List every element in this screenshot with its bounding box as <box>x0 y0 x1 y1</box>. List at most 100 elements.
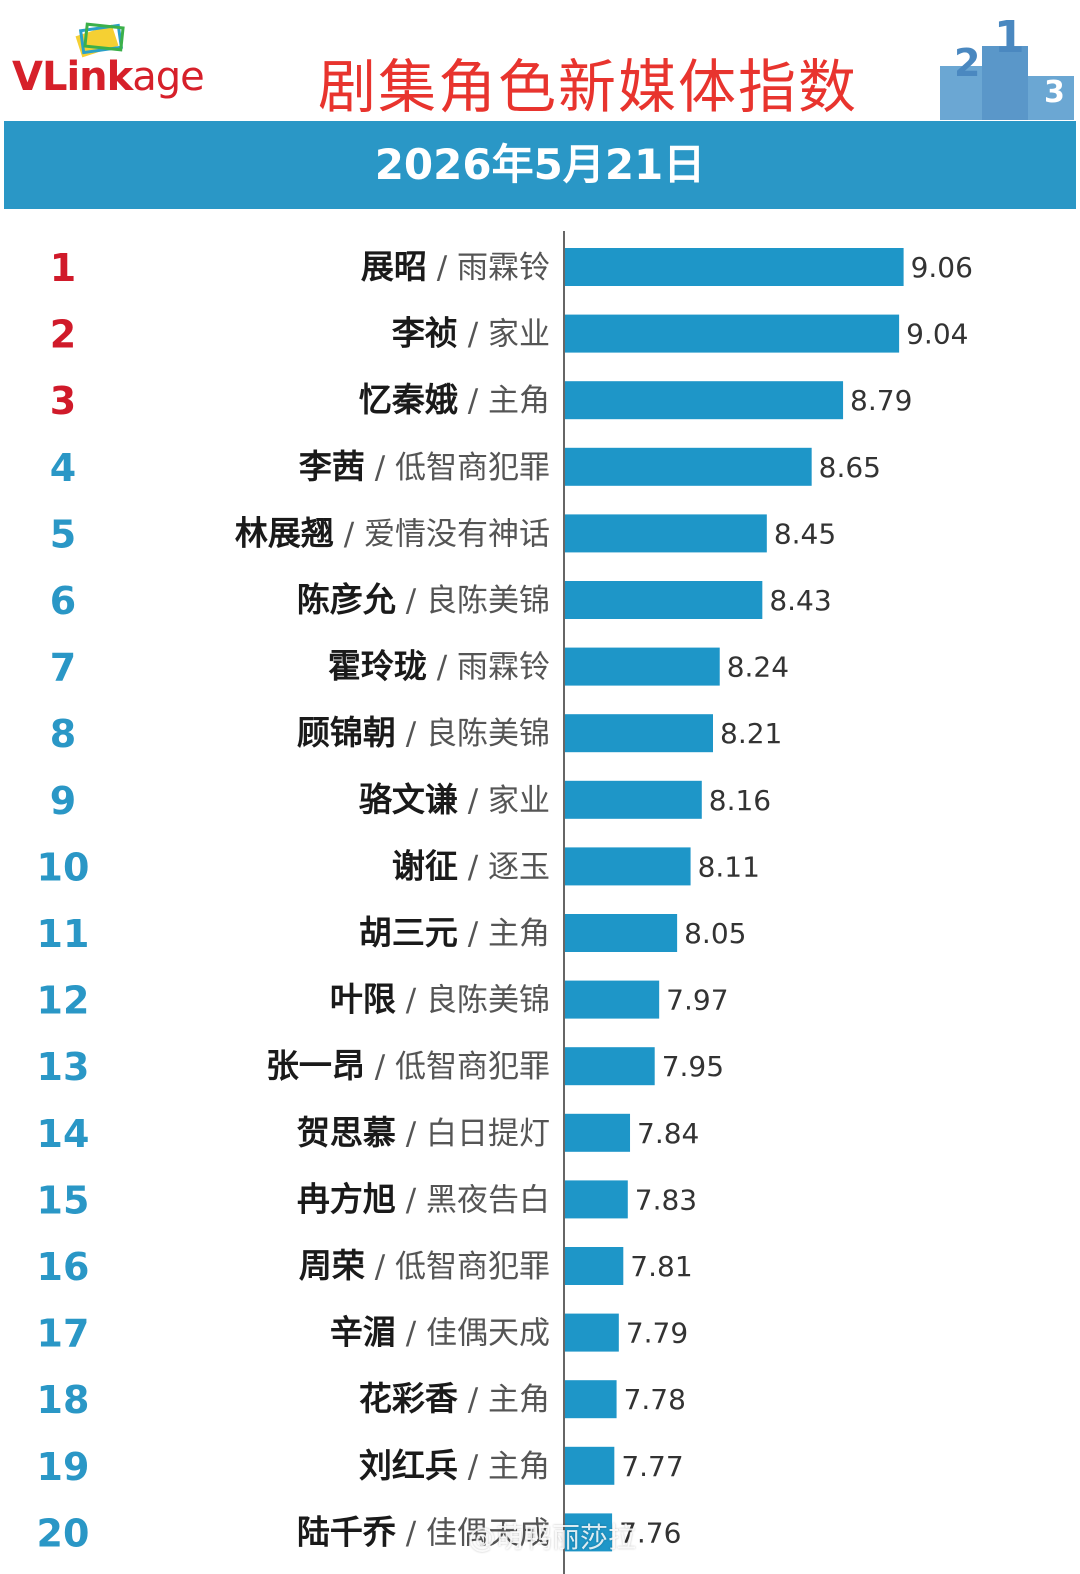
role-separator: / <box>458 849 488 885</box>
role-name: 花彩香 <box>359 1379 458 1418</box>
page-title: 剧集角色新媒体指数 <box>318 53 859 121</box>
value-label: 8.11 <box>698 850 760 883</box>
chart-row: 5 林展翘 / 爱情没有神话 8.45 <box>50 512 836 556</box>
role-label: 李祯 / 家业 <box>392 314 550 353</box>
role-separator: / <box>365 1249 395 1285</box>
chart-row: 17 辛湄 / 佳偶天成 7.79 <box>37 1312 689 1356</box>
drama-name: 主角 <box>488 1449 550 1485</box>
role-separator: / <box>396 1515 426 1551</box>
value-label: 7.77 <box>621 1450 683 1483</box>
role-name: 辛湄 <box>330 1313 396 1352</box>
date-label: 2026年5月21日 <box>374 140 706 189</box>
chart-row: 12 叶限 / 良陈美锦 7.97 <box>37 979 729 1023</box>
value-bar <box>565 847 691 886</box>
role-name: 霍玲珑 <box>328 647 427 686</box>
drama-name: 黑夜告白 <box>426 1182 550 1218</box>
date-band: 2026年5月21日 <box>4 121 1076 209</box>
drama-name: 良陈美锦 <box>426 583 550 619</box>
role-separator: / <box>427 250 457 286</box>
drama-name: 佳偶天成 <box>426 1316 550 1352</box>
role-separator: / <box>458 317 488 353</box>
role-label: 谢征 / 逐玉 <box>392 846 550 885</box>
role-separator: / <box>396 1182 426 1218</box>
role-name: 忆秦娥 <box>359 380 458 419</box>
value-label: 8.79 <box>850 384 912 417</box>
drama-name: 家业 <box>488 783 550 819</box>
role-separator: / <box>396 983 426 1019</box>
role-label: 陆千乔 / 佳偶天成 <box>297 1512 550 1551</box>
svg-text:1: 1 <box>994 18 1025 63</box>
svg-text:2: 2 <box>954 41 980 85</box>
drama-name: 家业 <box>488 317 550 353</box>
role-name: 谢征 <box>392 846 458 885</box>
role-label: 霍玲珑 / 雨霖铃 <box>328 647 550 686</box>
role-label: 展昭 / 雨霖铃 <box>361 247 550 286</box>
chart-row: 19 刘红兵 / 主角 7.77 <box>37 1445 684 1489</box>
role-name: 叶限 <box>330 980 396 1019</box>
rank-label: 18 <box>37 1378 90 1422</box>
role-name: 林展翘 <box>235 513 334 552</box>
value-bar <box>565 914 678 952</box>
rank-label: 20 <box>37 1511 90 1555</box>
role-separator: / <box>458 383 488 419</box>
value-label: 8.16 <box>709 784 771 817</box>
role-separator: / <box>396 1316 426 1352</box>
role-name: 冉方旭 <box>297 1179 396 1218</box>
role-separator: / <box>427 650 457 686</box>
drama-name: 良陈美锦 <box>426 716 550 752</box>
drama-name: 主角 <box>488 916 550 952</box>
value-label: 7.79 <box>626 1317 688 1350</box>
header: VLinkage 剧集角色新媒体指数 2 1 3 <box>0 0 1080 121</box>
value-label: 7.78 <box>624 1383 686 1416</box>
value-label: 8.24 <box>727 651 789 684</box>
chart-row: 4 李茜 / 低智商犯罪 8.65 <box>50 446 881 490</box>
value-label: 8.45 <box>774 517 836 550</box>
watermark: @萌鸭丽莎拉 <box>468 1521 637 1554</box>
rank-label: 13 <box>37 1045 90 1089</box>
role-label: 叶限 / 良陈美锦 <box>330 980 550 1019</box>
chart-row: 18 花彩香 / 主角 7.78 <box>37 1378 686 1422</box>
value-bar <box>565 581 763 619</box>
rank-label: 8 <box>50 712 76 756</box>
rank-label: 4 <box>50 446 76 490</box>
role-separator: / <box>458 783 488 819</box>
role-label: 忆秦娥 / 主角 <box>359 380 550 419</box>
role-name: 展昭 <box>361 247 427 286</box>
chart-row: 11 胡三元 / 主角 8.05 <box>37 912 747 956</box>
drama-name: 白日提灯 <box>426 1116 550 1152</box>
role-name: 李祯 <box>392 314 458 353</box>
chart-row: 10 谢征 / 逐玉 8.11 <box>37 845 760 889</box>
value-label: 8.65 <box>819 451 881 484</box>
chart-row: 16 周荣 / 低智商犯罪 7.81 <box>37 1245 693 1289</box>
rank-label: 6 <box>50 579 76 623</box>
role-label: 贺思慕 / 白日提灯 <box>297 1113 550 1152</box>
role-label: 林展翘 / 爱情没有神话 <box>235 513 550 552</box>
chart-row: 8 顾锦朝 / 良陈美锦 8.21 <box>50 712 783 756</box>
role-name: 骆文谦 <box>359 780 458 819</box>
value-bar <box>565 1380 617 1419</box>
role-label: 顾锦朝 / 良陈美锦 <box>297 713 550 752</box>
rank-label: 7 <box>50 646 76 690</box>
chart-row: 9 骆文谦 / 家业 8.16 <box>50 779 771 823</box>
drama-name: 雨霖铃 <box>457 650 550 686</box>
drama-name: 雨霖铃 <box>457 250 550 286</box>
rank-label: 15 <box>37 1178 90 1222</box>
role-label: 刘红兵 / 主角 <box>359 1446 550 1485</box>
role-label: 胡三元 / 主角 <box>359 913 550 952</box>
value-label: 8.43 <box>769 584 831 617</box>
chart-row: 1 展昭 / 雨霖铃 9.06 <box>50 246 973 290</box>
rank-label: 16 <box>37 1245 90 1289</box>
role-separator: / <box>396 716 426 752</box>
drama-name: 低智商犯罪 <box>395 1249 550 1285</box>
value-label: 7.95 <box>662 1050 724 1083</box>
value-label: 7.81 <box>630 1250 692 1283</box>
podium-icon: 2 1 3 <box>940 18 1074 120</box>
role-name: 李茜 <box>299 447 365 486</box>
role-name: 贺思慕 <box>297 1113 396 1152</box>
value-bar <box>565 1047 655 1086</box>
value-bar <box>565 1180 628 1219</box>
role-label: 骆文谦 / 家业 <box>359 780 550 819</box>
rank-label: 14 <box>37 1112 90 1156</box>
rank-label: 3 <box>50 379 76 423</box>
chart-row: 15 冉方旭 / 黑夜告白 7.83 <box>37 1178 698 1222</box>
